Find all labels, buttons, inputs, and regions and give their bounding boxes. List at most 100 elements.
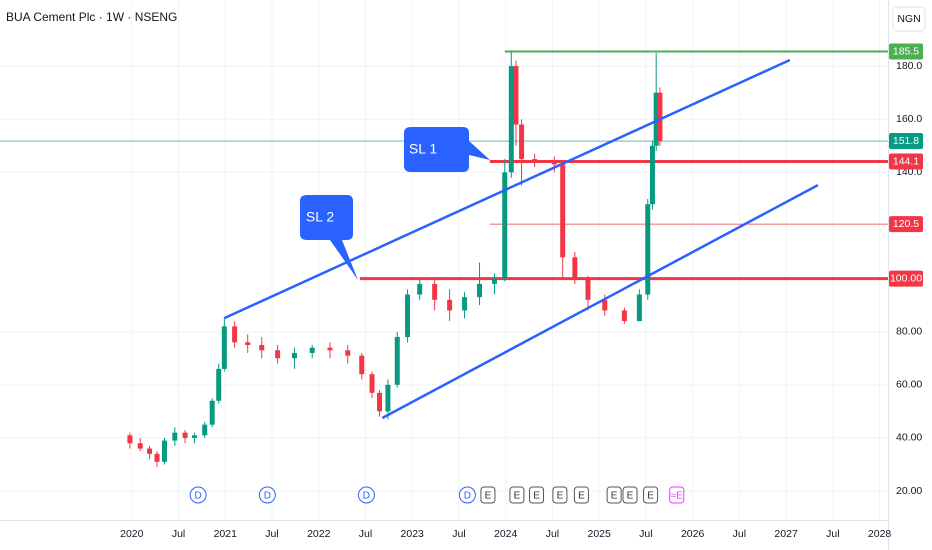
candle-body xyxy=(405,294,411,338)
currency[interactable]: NGN xyxy=(897,13,920,25)
candle-body xyxy=(309,347,315,353)
candle-body xyxy=(551,161,557,165)
event-marker[interactable] xyxy=(573,486,589,504)
event-marker[interactable] xyxy=(189,486,207,504)
price-label-box xyxy=(889,43,923,60)
event-marker[interactable] xyxy=(669,486,685,504)
candle-body xyxy=(147,448,153,454)
callout-shape xyxy=(300,195,358,280)
price-label-box xyxy=(889,153,923,170)
candle-body xyxy=(394,337,400,385)
event-marker[interactable] xyxy=(480,486,496,504)
candle-body xyxy=(221,326,227,369)
x-tick-label: 2024 xyxy=(494,528,518,540)
candle-body xyxy=(377,392,383,412)
event-marker[interactable] xyxy=(529,486,545,504)
candle-body xyxy=(636,294,642,322)
candle-body xyxy=(649,145,655,205)
event-label: ≈E xyxy=(671,491,683,502)
candle-body xyxy=(602,299,608,311)
candle-body xyxy=(191,435,197,438)
event-label: E xyxy=(514,491,521,502)
candle-body xyxy=(172,432,178,441)
candle-body xyxy=(447,299,453,311)
y-tick-label: 180.0 xyxy=(896,60,922,72)
candle-body xyxy=(491,278,497,284)
x-tick-label: Jul xyxy=(172,528,185,540)
candle-body xyxy=(137,443,143,449)
candle-body xyxy=(291,352,297,359)
callout-text: SL 2 xyxy=(306,209,334,225)
candle-body xyxy=(232,326,238,343)
event-marker[interactable] xyxy=(357,486,375,504)
candle-body xyxy=(417,283,423,295)
x-tick-label: 2025 xyxy=(587,528,611,540)
event-marker[interactable] xyxy=(509,486,525,504)
x-tick-label: Jul xyxy=(733,528,746,540)
x-tick-label: Jul xyxy=(265,528,278,540)
candle-body xyxy=(519,124,525,160)
candle-body xyxy=(477,283,483,298)
event-label: D xyxy=(195,491,202,502)
x-tick-label: Jul xyxy=(452,528,465,540)
price-label: 144.1 xyxy=(893,155,919,167)
x-tick-label: 2022 xyxy=(307,528,331,540)
candle-body xyxy=(653,92,659,146)
event-marker[interactable] xyxy=(606,486,622,504)
trend-line xyxy=(223,58,791,320)
candle-body xyxy=(345,350,351,356)
x-tick-label: 2027 xyxy=(774,528,798,540)
event-label: E xyxy=(611,491,618,502)
candle-body xyxy=(462,297,468,311)
x-tick-label: 2023 xyxy=(401,528,425,540)
candle-body xyxy=(508,66,514,173)
event-label: E xyxy=(533,491,540,502)
candle-body xyxy=(182,432,188,438)
x-tick-label: 2028 xyxy=(868,528,892,540)
candle-body xyxy=(327,347,333,351)
event-label: D xyxy=(464,491,471,502)
event-marker[interactable] xyxy=(622,486,638,504)
x-tick-label: 2021 xyxy=(214,528,238,540)
candle-body xyxy=(385,384,391,412)
candle-body xyxy=(432,283,438,300)
trend-line xyxy=(381,184,819,420)
event-label: E xyxy=(557,491,564,502)
candle-body xyxy=(369,374,375,393)
currency-box[interactable] xyxy=(892,6,926,32)
candle-body xyxy=(621,310,627,322)
event-marker[interactable] xyxy=(458,486,476,504)
candle-body xyxy=(585,278,591,300)
y-tick-label: 40.00 xyxy=(896,432,922,444)
x-tick-label: Jul xyxy=(826,528,839,540)
candle-body xyxy=(245,342,251,345)
callout-text: SL 1 xyxy=(409,141,437,157)
event-marker[interactable] xyxy=(643,486,659,504)
price-label: 151.8 xyxy=(893,135,919,147)
price-label: 185.5 xyxy=(893,45,919,57)
chart-title: BUA Cement Plc · 1W · NSENG xyxy=(6,10,177,24)
x-tick-label: 2020 xyxy=(120,528,144,540)
callout-sl2: SL 2 xyxy=(300,195,358,280)
candle-body xyxy=(202,424,208,436)
event-marker[interactable] xyxy=(258,486,276,504)
candle-body xyxy=(502,172,508,279)
price-label-box xyxy=(889,216,923,233)
candle-body xyxy=(532,159,538,162)
event-marker[interactable] xyxy=(552,486,568,504)
candle-body xyxy=(513,66,519,125)
price-label-box xyxy=(889,133,923,150)
candle-body xyxy=(154,453,160,462)
candle-body xyxy=(216,368,222,401)
candle-body xyxy=(560,164,566,258)
candle-body xyxy=(657,92,663,142)
candle-body xyxy=(259,344,265,351)
event-label: D xyxy=(264,491,271,502)
event-label: E xyxy=(578,491,585,502)
callout-sl1: SL 1 xyxy=(404,127,490,172)
candle-body xyxy=(359,355,365,375)
candle-body xyxy=(209,400,215,425)
candle-body xyxy=(645,204,651,295)
y-tick-label: 60.00 xyxy=(896,379,922,391)
